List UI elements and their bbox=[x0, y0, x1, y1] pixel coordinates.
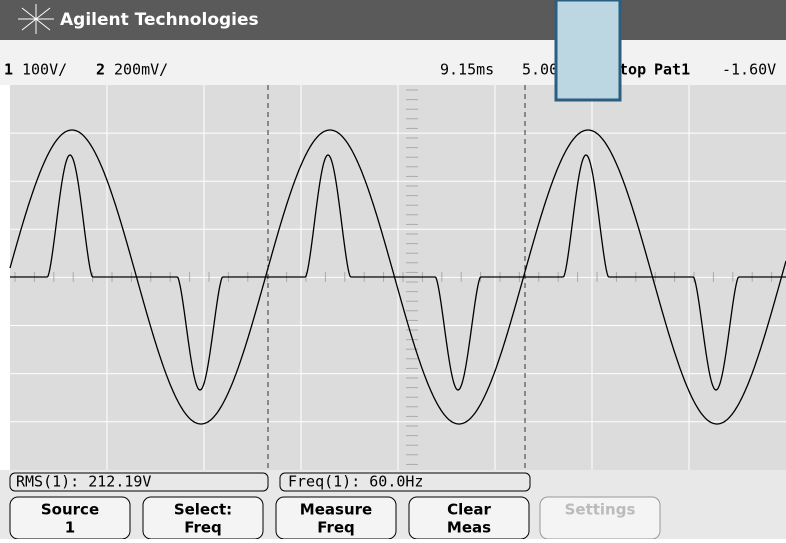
softkey-label[interactable]: Source bbox=[41, 501, 99, 519]
softkey-value[interactable]: 1 bbox=[65, 519, 75, 537]
ch1-scale: 100V/ bbox=[22, 61, 67, 79]
softkeys: Source1Select:FreqMeasureFreqClearMeasSe… bbox=[10, 497, 660, 539]
softkey-label[interactable]: Settings bbox=[565, 501, 636, 519]
softkey-label[interactable]: Clear bbox=[447, 501, 491, 519]
ch2: 2 bbox=[96, 61, 105, 79]
time-scale: 5.00 bbox=[522, 61, 558, 79]
trigger: Pat1 bbox=[654, 61, 690, 79]
logo bbox=[18, 4, 54, 34]
measurement: RMS(1): 212.19V bbox=[16, 473, 151, 491]
softkey-value[interactable]: Freq bbox=[317, 519, 355, 537]
ch1: 1 bbox=[4, 61, 13, 79]
softkey-value[interactable]: Freq bbox=[184, 519, 222, 537]
ch2-scale: 200mV/ bbox=[114, 61, 168, 79]
overlay-box bbox=[556, 0, 620, 100]
time-ref: 9.15ms bbox=[440, 61, 494, 79]
softkey-label[interactable]: Measure bbox=[300, 501, 372, 519]
softkey-label[interactable]: Select: bbox=[174, 501, 232, 519]
softkey-value[interactable]: Meas bbox=[447, 519, 491, 537]
measurement: Freq(1): 60.0Hz bbox=[288, 473, 423, 491]
brand: Agilent Technologies bbox=[60, 10, 259, 30]
trigger-level: -1.60V bbox=[722, 61, 776, 79]
scope-screen: Agilent Technologies 1 100V/ 2 200mV/ 9.… bbox=[0, 0, 786, 539]
